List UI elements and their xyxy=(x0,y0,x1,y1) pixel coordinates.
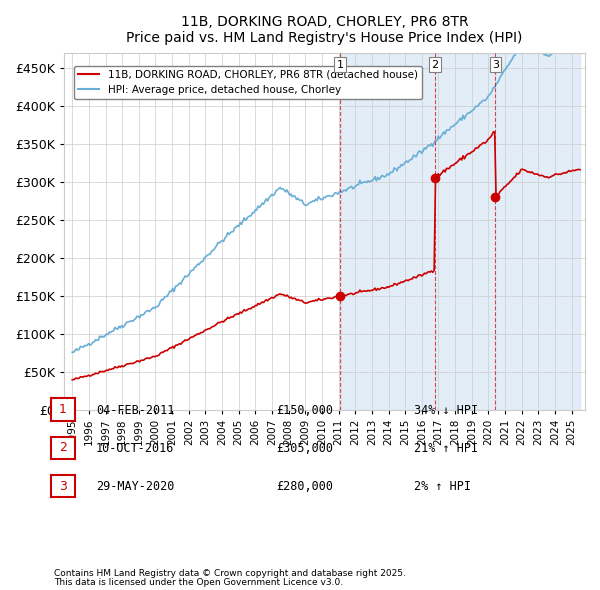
Title: 11B, DORKING ROAD, CHORLEY, PR6 8TR
Price paid vs. HM Land Registry's House Pric: 11B, DORKING ROAD, CHORLEY, PR6 8TR Pric… xyxy=(126,15,523,45)
Text: Contains HM Land Registry data © Crown copyright and database right 2025.: Contains HM Land Registry data © Crown c… xyxy=(54,569,406,578)
Text: 1: 1 xyxy=(337,60,344,70)
Legend: 11B, DORKING ROAD, CHORLEY, PR6 8TR (detached house), HPI: Average price, detach: 11B, DORKING ROAD, CHORLEY, PR6 8TR (det… xyxy=(74,65,422,99)
Text: £280,000: £280,000 xyxy=(276,480,333,493)
Text: 2: 2 xyxy=(431,60,439,70)
Text: 2: 2 xyxy=(59,441,67,454)
Text: 21% ↑ HPI: 21% ↑ HPI xyxy=(414,442,478,455)
Text: 2% ↑ HPI: 2% ↑ HPI xyxy=(414,480,471,493)
Text: 04-FEB-2011: 04-FEB-2011 xyxy=(96,404,175,417)
Text: 34% ↓ HPI: 34% ↓ HPI xyxy=(414,404,478,417)
Text: 1: 1 xyxy=(59,403,67,416)
Text: £305,000: £305,000 xyxy=(276,442,333,455)
Text: £150,000: £150,000 xyxy=(276,404,333,417)
Text: 29-MAY-2020: 29-MAY-2020 xyxy=(96,480,175,493)
Text: This data is licensed under the Open Government Licence v3.0.: This data is licensed under the Open Gov… xyxy=(54,578,343,587)
Text: 3: 3 xyxy=(492,60,499,70)
Text: 10-OCT-2016: 10-OCT-2016 xyxy=(96,442,175,455)
Text: 3: 3 xyxy=(59,480,67,493)
